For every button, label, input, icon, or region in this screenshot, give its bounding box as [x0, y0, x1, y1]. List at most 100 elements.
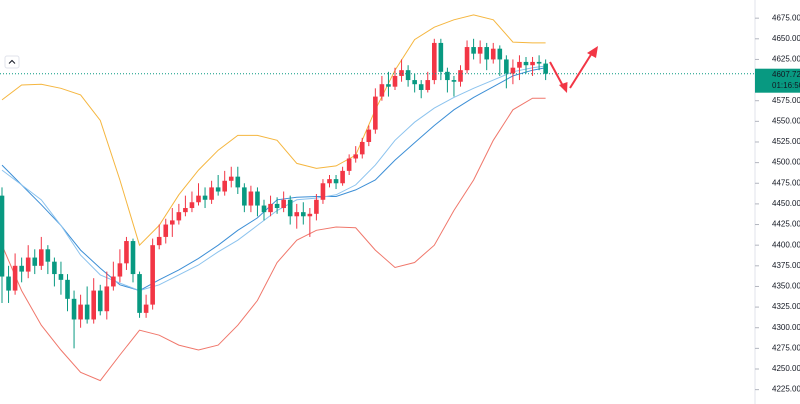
y-tick-label: 4475.00: [772, 178, 800, 187]
candle-body: [19, 265, 24, 272]
candle-body: [405, 70, 411, 81]
candle-body: [379, 84, 385, 97]
candle-body: [104, 286, 110, 312]
candle-body: [497, 48, 503, 60]
y-tick-label: 4300.00: [772, 323, 800, 332]
y-tick-label: 4375.00: [772, 261, 800, 270]
up-arrow-head: [587, 46, 598, 58]
candle-body: [65, 279, 70, 299]
candle-body: [52, 261, 57, 275]
candle-body: [373, 96, 378, 130]
candle-body: [32, 257, 38, 266]
candle-body: [536, 61, 542, 64]
candle-body: [287, 199, 293, 217]
candle-body: [183, 208, 188, 213]
plot-area: [0, 14, 755, 382]
candle-body: [294, 212, 300, 217]
candle-body: [392, 75, 398, 87]
scroll-button-box[interactable]: [4, 55, 20, 69]
candle-body: [196, 195, 201, 203]
candle-body: [346, 158, 352, 171]
candle-body: [517, 61, 522, 68]
price-axis-background: [755, 0, 800, 404]
candle-body: [490, 48, 496, 60]
candle-body: [510, 67, 516, 74]
candle-body: [445, 71, 450, 81]
y-tick-label: 4650.00: [772, 34, 800, 43]
candle-body: [530, 61, 535, 66]
candle-body: [58, 274, 64, 280]
y-tick-label: 4675.00: [772, 13, 800, 22]
candle-body: [209, 187, 214, 200]
indicator-line: [1, 97, 546, 382]
candle-body: [327, 179, 332, 184]
candle-body: [143, 304, 149, 313]
candle-body: [307, 213, 313, 217]
candle-body: [222, 180, 227, 192]
candle-body: [156, 236, 162, 246]
candle-body: [353, 154, 358, 159]
candle-body: [451, 80, 457, 82]
forecast-arrows: [549, 46, 598, 93]
candle-body: [274, 203, 280, 209]
candle-body: [170, 220, 175, 225]
scroll-button[interactable]: [4, 55, 20, 69]
candle-body: [458, 70, 463, 82]
indicator-line: [1, 14, 546, 247]
candle-body: [25, 257, 31, 272]
candle-body: [39, 249, 44, 266]
y-tick-label: 4525.00: [772, 137, 800, 146]
candle-body: [71, 298, 77, 320]
y-tick-label: 4400.00: [772, 240, 800, 249]
candle-body: [543, 63, 548, 74]
candle-body: [438, 42, 444, 72]
candle-body: [333, 179, 339, 184]
last-price-box: [755, 68, 800, 93]
countdown-label: 01:16:50: [772, 81, 800, 90]
y-tick-label: 4225.00: [772, 385, 800, 394]
candle-body: [412, 80, 417, 85]
last-price-label: 4607.72: [772, 70, 800, 79]
candle-body: [399, 70, 404, 76]
y-tick-label: 4625.00: [772, 55, 800, 64]
candle-body: [484, 47, 489, 60]
candle-body: [97, 290, 103, 312]
candle-body: [12, 265, 18, 291]
candle-body: [340, 170, 345, 184]
candle-body: [418, 84, 424, 90]
candle-body: [124, 241, 129, 264]
candle-body: [137, 274, 142, 313]
y-tick-label: 4425.00: [772, 220, 800, 229]
candle-body: [130, 241, 136, 275]
candle-body: [78, 304, 83, 320]
candle-body: [320, 183, 326, 200]
candle-body: [504, 59, 509, 74]
candle-body: [314, 199, 319, 214]
candle-body: [176, 212, 182, 221]
candle-body: [189, 202, 195, 209]
candle-body: [0, 195, 5, 277]
candle-body: [425, 80, 431, 90]
candle-body: [366, 129, 372, 142]
y-tick-label: 4550.00: [772, 116, 800, 125]
candle-body: [84, 304, 90, 320]
candle-body: [255, 191, 260, 206]
candle-body: [464, 47, 470, 71]
candle-body: [6, 276, 11, 291]
scroll-button-icon: [8, 59, 16, 64]
candle-body: [386, 84, 391, 87]
down-arrow-shaft: [549, 61, 564, 87]
candle-body: [202, 195, 208, 200]
candle-body: [268, 203, 273, 213]
candle-body: [477, 47, 483, 54]
candle-body: [235, 176, 241, 188]
candle-body: [471, 47, 476, 54]
y-tick-label: 4350.00: [772, 282, 800, 291]
candle-body: [261, 205, 267, 213]
price-axis: 4225.00 4250.00 4275.00 4300.00 4325.00 4350.…: [755, 13, 800, 394]
up-arrow-shaft: [569, 52, 593, 89]
indicator-line: [1, 65, 546, 292]
candle-body: [163, 224, 169, 237]
candle-body: [281, 199, 286, 209]
